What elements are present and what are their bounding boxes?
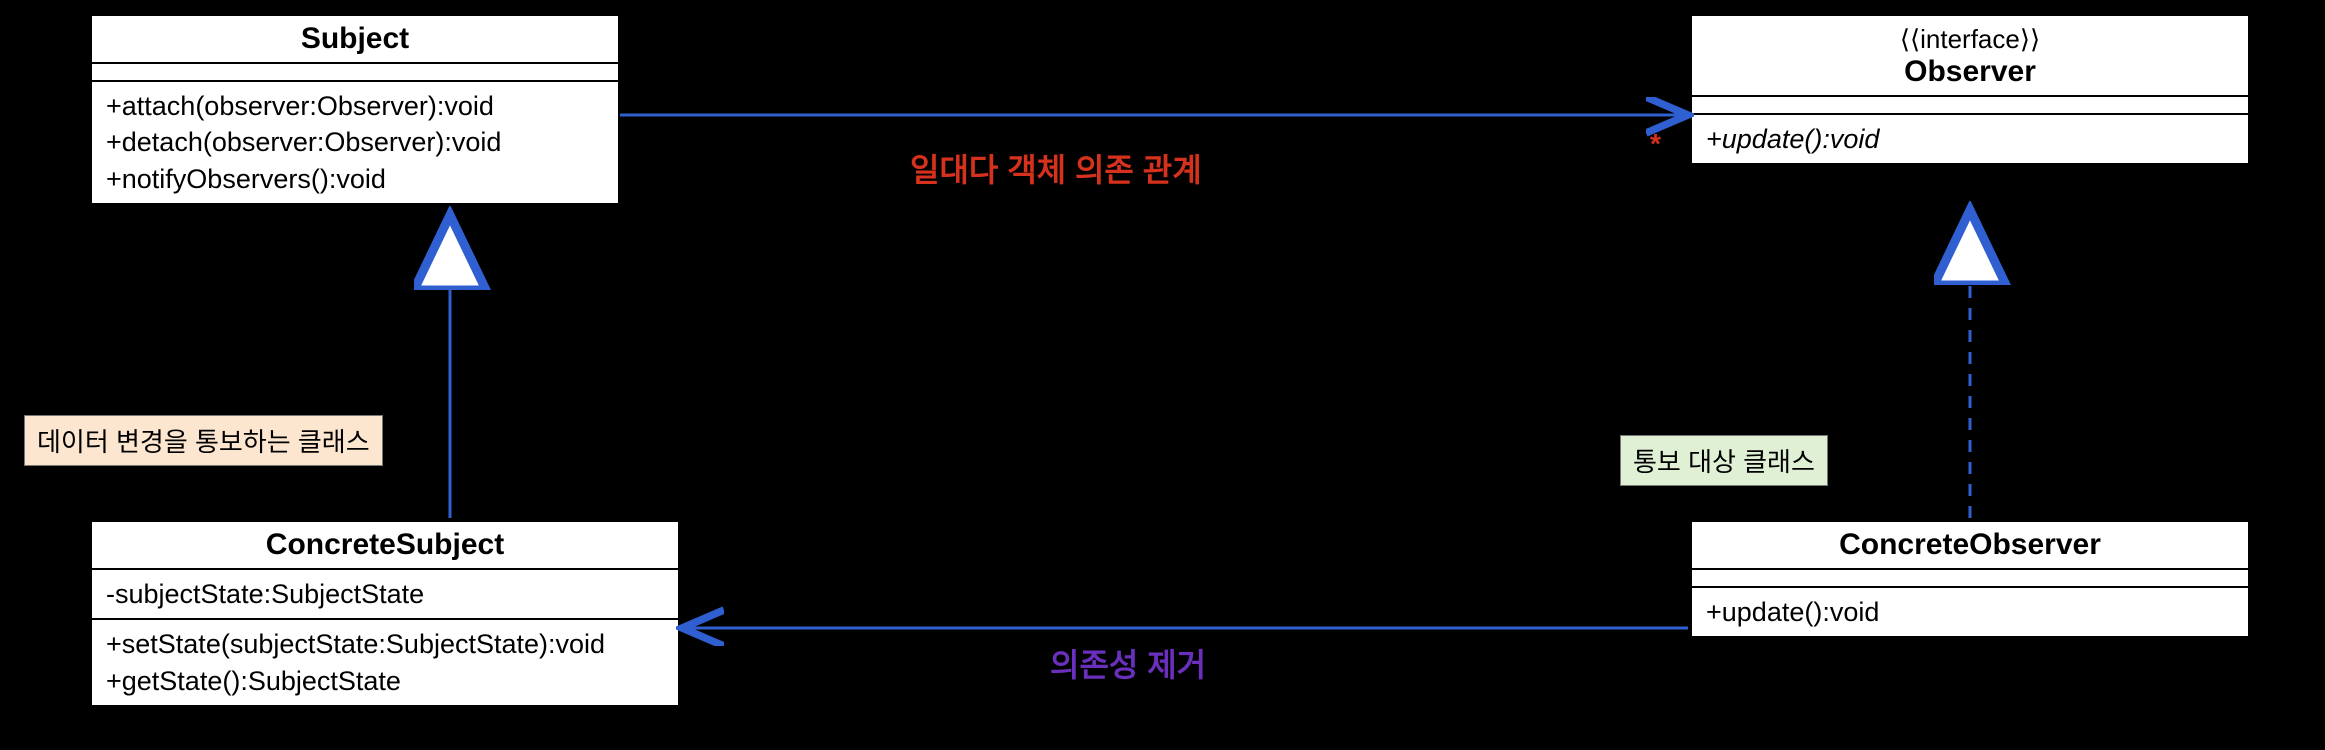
op-row: +setState(subjectState:SubjectState):voi…	[106, 626, 664, 662]
class-observer: ⟨⟨interface⟩⟩ Observer +update():void	[1690, 14, 2250, 165]
class-subject: Subject +attach(observer:Observer):void …	[90, 14, 620, 205]
class-concrete-observer-attrs	[1692, 570, 2248, 588]
class-subject-title: Subject	[92, 16, 618, 64]
class-concrete-observer-ops: +update():void	[1692, 588, 2248, 636]
op-row: +update():void	[1706, 594, 2234, 630]
op-row: +update():void	[1706, 121, 2234, 157]
class-observer-title: Observer	[1696, 55, 2244, 89]
op-row: +notifyObservers():void	[106, 161, 604, 197]
note-right: 통보 대상 클래스	[1620, 435, 1828, 486]
note-right-text: 통보 대상 클래스	[1633, 447, 1815, 477]
label-top-relation: 일대다 객체 의존 관계	[910, 145, 1202, 191]
class-concrete-subject-title: ConcreteSubject	[92, 522, 678, 570]
attr-row: -subjectState:SubjectState	[106, 576, 664, 612]
class-subject-ops: +attach(observer:Observer):void +detach(…	[92, 82, 618, 203]
class-concrete-subject: ConcreteSubject -subjectState:SubjectSta…	[90, 520, 680, 707]
class-subject-attrs	[92, 64, 618, 82]
class-concrete-observer: ConcreteObserver +update():void	[1690, 520, 2250, 638]
label-top-text: 일대다 객체 의존 관계	[910, 152, 1202, 188]
class-concrete-observer-title: ConcreteObserver	[1692, 522, 2248, 570]
class-concrete-subject-attrs: -subjectState:SubjectState	[92, 570, 678, 620]
class-observer-header: ⟨⟨interface⟩⟩ Observer	[1692, 16, 2248, 97]
multiplicity-text: *	[1650, 128, 1661, 159]
op-row: +detach(observer:Observer):void	[106, 124, 604, 160]
label-bottom-relation: 의존성 제거	[1050, 640, 1206, 686]
multiplicity-star: *	[1650, 128, 1661, 160]
note-left: 데이터 변경을 통보하는 클래스	[24, 415, 383, 466]
class-observer-ops: +update():void	[1692, 115, 2248, 163]
class-concrete-subject-ops: +setState(subjectState:SubjectState):voi…	[92, 620, 678, 705]
note-left-text: 데이터 변경을 통보하는 클래스	[37, 427, 370, 457]
label-bottom-text: 의존성 제거	[1050, 647, 1206, 683]
op-row: +attach(observer:Observer):void	[106, 88, 604, 124]
class-observer-stereotype: ⟨⟨interface⟩⟩	[1696, 20, 2244, 55]
op-row: +getState():SubjectState	[106, 663, 664, 699]
class-observer-attrs	[1692, 97, 2248, 115]
